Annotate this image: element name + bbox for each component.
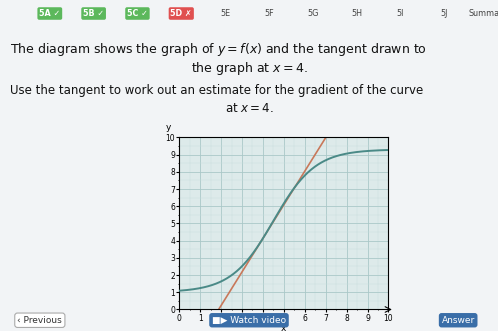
- Text: the graph at $x = 4$.: the graph at $x = 4$.: [191, 60, 307, 76]
- Text: 5J: 5J: [441, 9, 448, 18]
- Text: ‹ Previous: ‹ Previous: [17, 316, 62, 325]
- Text: 5I: 5I: [397, 9, 404, 18]
- Text: The diagram shows the graph of $y = f(x)$ and the tangent drawn to: The diagram shows the graph of $y = f(x)…: [10, 41, 427, 58]
- Text: 5F: 5F: [264, 9, 274, 18]
- Text: Use the tangent to work out an estimate for the gradient of the curve: Use the tangent to work out an estimate …: [10, 84, 423, 97]
- Text: at $x = 4$.: at $x = 4$.: [225, 102, 273, 115]
- Text: 5G: 5G: [307, 9, 318, 18]
- Text: 5H: 5H: [351, 9, 362, 18]
- Text: 5B ✓: 5B ✓: [83, 9, 104, 18]
- Text: 5C ✓: 5C ✓: [127, 9, 148, 18]
- Text: y: y: [166, 123, 171, 132]
- Text: Answer: Answer: [442, 316, 475, 325]
- X-axis label: x: x: [281, 324, 286, 331]
- Text: 5E: 5E: [220, 9, 230, 18]
- Text: 5A ✓: 5A ✓: [39, 9, 60, 18]
- Text: Summary: Summary: [469, 9, 498, 18]
- Text: ■▶ Watch video: ■▶ Watch video: [212, 316, 286, 325]
- Text: 5D ✗: 5D ✗: [170, 9, 192, 18]
